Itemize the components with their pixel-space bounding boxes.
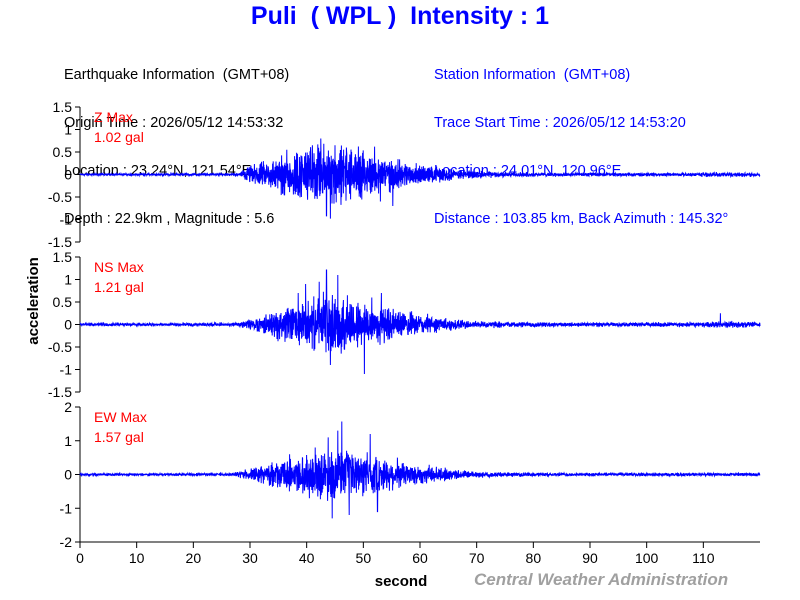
max-label: EW Max <box>94 409 147 425</box>
y-tick-label: -0.5 <box>48 189 72 205</box>
y-tick-label: 1.5 <box>53 99 73 115</box>
y-axis-label: acceleration <box>25 257 42 345</box>
y-tick-label: 0 <box>64 167 72 183</box>
station-info-heading: Station Information (GMT+08) <box>434 67 631 83</box>
max-label: Z Max <box>94 109 133 125</box>
y-tick-label: 1 <box>64 122 72 138</box>
y-tick-label: 1 <box>64 433 72 449</box>
waveform-trace-z <box>79 138 761 219</box>
y-tick-label: 1.5 <box>53 249 73 265</box>
trace-start-time: Trace Start Time : 2026/05/12 14:53:20 <box>434 115 686 131</box>
y-tick-label: -1 <box>60 212 73 228</box>
panel-ns: -1.5 -1 -0.5 0 0.5 1 1.5 NS Max 1.21 gal <box>48 249 761 400</box>
y-tick-label: -0.5 <box>48 339 72 355</box>
y-tick-label: -1 <box>60 362 73 378</box>
y-tick-label: -1.5 <box>48 384 72 400</box>
x-tick-label: 30 <box>242 550 258 566</box>
max-label: NS Max <box>94 259 144 275</box>
y-tick-label: -1.5 <box>48 234 72 250</box>
x-tick-label: 100 <box>635 550 659 566</box>
x-axis-label: second <box>375 573 428 590</box>
x-tick-label: 10 <box>129 550 145 566</box>
x-tick-label: 80 <box>526 550 542 566</box>
y-tick-label: 0 <box>64 317 72 333</box>
y-tick-label: 0.5 <box>53 144 73 160</box>
y-tick-label: 1 <box>64 272 72 288</box>
max-value: 1.57 gal <box>94 429 144 445</box>
x-tick-label: 110 <box>692 550 715 566</box>
chart-title: Puli ( WPL ) Intensity : 1 <box>250 2 550 30</box>
y-tick-label: -1 <box>60 500 73 516</box>
waveform-trace-ns <box>79 269 761 375</box>
x-tick-label: 60 <box>412 550 428 566</box>
agency-credit: Central Weather Administration <box>474 570 729 589</box>
origin-time: Origin Time : 2026/05/12 14:53:32 <box>64 115 284 131</box>
max-value: 1.02 gal <box>94 129 144 145</box>
x-tick-label: 20 <box>186 550 202 566</box>
y-tick-label: 2 <box>64 399 72 415</box>
x-tick-label: 90 <box>582 550 598 566</box>
y-tick-label: 0.5 <box>53 294 73 310</box>
x-tick-label: 50 <box>356 550 372 566</box>
y-tick-label: 0 <box>64 467 72 483</box>
x-tick-label: 70 <box>469 550 485 566</box>
x-tick-label: 40 <box>299 550 315 566</box>
panel-z: -1.5 -1 -0.5 0 0.5 1 1.5 Z Max 1.02 gal <box>48 99 761 250</box>
earthquake-info-heading: Earthquake Information (GMT+08) <box>64 67 290 83</box>
y-tick-label: -2 <box>60 534 73 550</box>
depth-magnitude: Depth : 22.9km , Magnitude : 5.6 <box>64 211 275 227</box>
distance-azimuth: Distance : 103.85 km, Back Azimuth : 145… <box>434 211 729 227</box>
x-tick-label: 0 <box>76 550 84 566</box>
panel-ew: -2 -1 0 1 2 EW Max 1.57 gal <box>60 399 761 550</box>
max-value: 1.21 gal <box>94 279 144 295</box>
waveform-trace-ew <box>79 421 761 519</box>
